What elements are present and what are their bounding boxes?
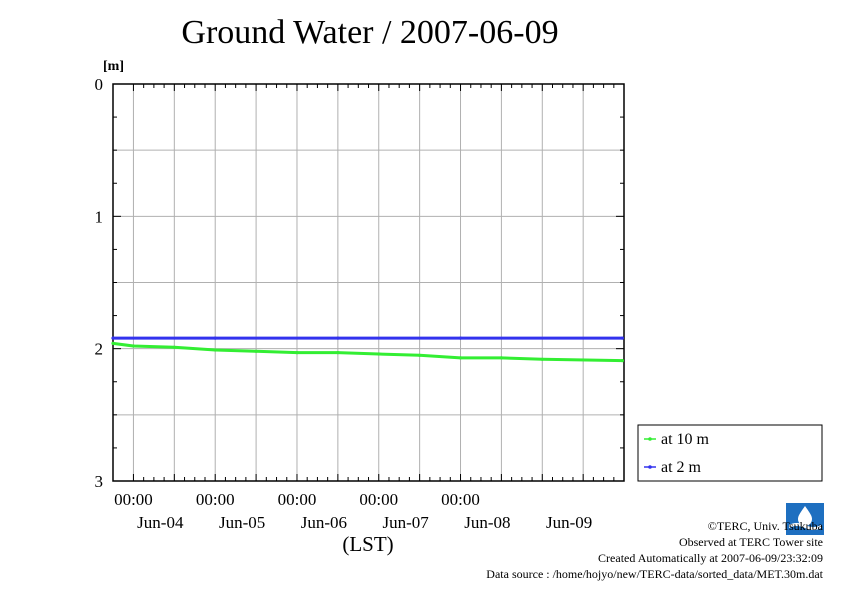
x-tick-labels: 00:00 00:00 00:00 00:00 00:00 Jun-04 Jun-05 Jun… <box>114 490 592 532</box>
x-date-label: Jun-04 <box>137 513 184 532</box>
y-axis-unit: [m] <box>103 59 124 74</box>
x-time-label: 00:00 <box>278 490 317 509</box>
observed-text: Observed at TERC Tower site <box>678 535 823 549</box>
data-point <box>213 348 217 352</box>
grid-lines <box>113 84 624 481</box>
credits-block: ©TERC, Univ. Tsukuba Observed at TERC To… <box>486 518 823 582</box>
data-point <box>540 357 544 361</box>
x-time-label: 00:00 <box>196 490 235 509</box>
data-point <box>213 336 217 340</box>
data-point <box>336 351 340 355</box>
legend: at 10 m at 2 m <box>637 424 823 482</box>
legend-marker <box>648 437 652 441</box>
axis-ticks <box>113 83 624 482</box>
y-tick-labels: 0 1 2 3 <box>95 75 104 491</box>
source-text: Data source : /home/hojyo/new/TERC-data/… <box>486 567 823 581</box>
x-time-label: 00:00 <box>114 490 153 509</box>
data-point <box>620 359 625 363</box>
legend-box <box>637 424 823 482</box>
data-point <box>499 356 503 360</box>
x-date-label: Jun-08 <box>464 513 510 532</box>
data-point <box>111 336 115 340</box>
x-time-label: 00:00 <box>441 490 480 509</box>
data-point <box>418 353 422 357</box>
x-date-label: Jun-09 <box>546 513 592 532</box>
data-point <box>295 351 299 355</box>
data-point <box>172 345 176 349</box>
data-point <box>458 336 463 340</box>
x-time-label: 00:00 <box>359 490 398 509</box>
x-date-label: Jun-07 <box>382 513 429 532</box>
y-tick-label: 2 <box>95 340 104 359</box>
legend-marker <box>648 465 652 469</box>
y-tick-label: 1 <box>95 207 104 226</box>
data-point <box>111 341 115 345</box>
legend-label: at 10 m <box>661 431 710 448</box>
data-point <box>131 344 135 348</box>
chart-title: Ground Water / 2007-06-09 <box>181 14 559 51</box>
data-point <box>620 336 625 340</box>
y-tick-label: 0 <box>95 75 104 94</box>
created-text: Created Automatically at 2007-06-09/23:3… <box>598 551 823 565</box>
y-tick-label: 3 <box>95 472 104 491</box>
data-point <box>458 356 463 360</box>
series-line-at-10m <box>112 341 623 363</box>
data-point <box>336 336 340 340</box>
x-axis-label: (LST) <box>342 532 393 556</box>
copyright-text: ©TERC, Univ. Tsukuba <box>707 519 823 533</box>
x-date-label: Jun-05 <box>219 513 265 532</box>
series-lines <box>111 336 625 363</box>
data-point <box>254 349 258 353</box>
x-date-label: Jun-06 <box>301 513 347 532</box>
terc-logo-icon <box>786 503 824 535</box>
data-point <box>377 352 381 356</box>
legend-label: at 2 m <box>661 459 702 476</box>
